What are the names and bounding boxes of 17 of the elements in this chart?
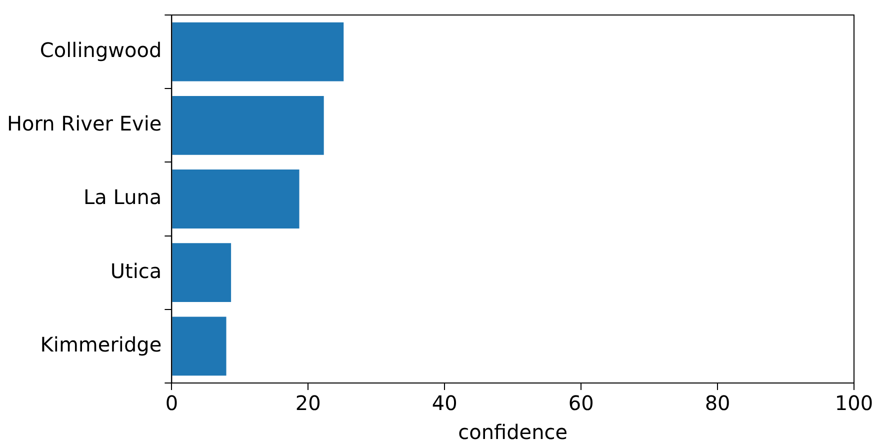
- x-tick-label: 0: [165, 391, 178, 416]
- x-tick-label: 80: [704, 391, 730, 416]
- y-tick-label: Kimmeridge: [40, 332, 162, 356]
- bar: [172, 170, 300, 228]
- y-tick-label: La Luna: [84, 185, 162, 210]
- x-tick-label: 40: [432, 391, 458, 416]
- bar: [172, 243, 232, 302]
- bar: [172, 316, 226, 376]
- y-tick-label: Collingwood: [40, 38, 162, 62]
- y-tick-label: Utica: [110, 258, 162, 283]
- y-tick-label: Horn River Evie: [7, 112, 162, 136]
- x-tick-label: 60: [568, 391, 594, 416]
- x-tick-label: 20: [295, 391, 321, 416]
- bar: [172, 96, 324, 155]
- x-tick-label: 100: [834, 391, 874, 416]
- bar: [172, 22, 344, 82]
- x-axis-title: confidence: [458, 420, 568, 444]
